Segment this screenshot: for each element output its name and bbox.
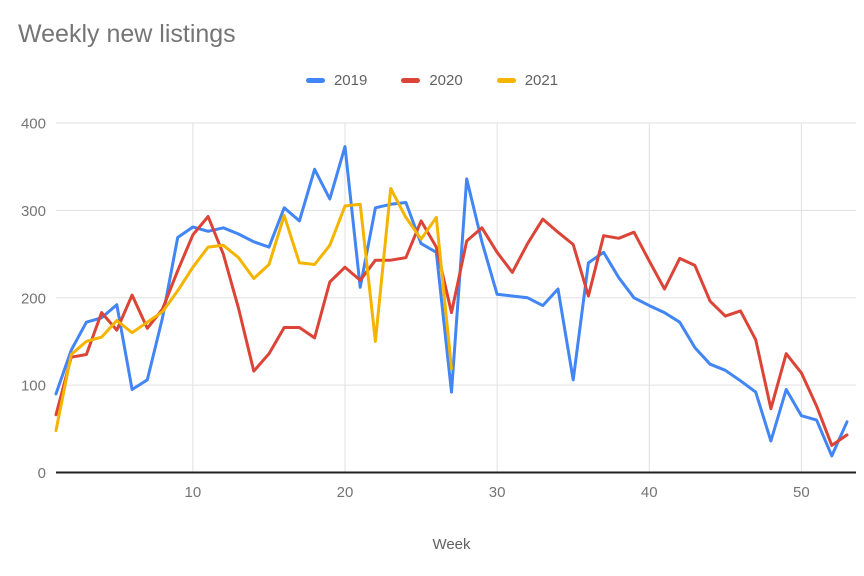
legend-item-2019[interactable]: 2019 [305, 71, 368, 89]
y-tick-label: 400 [21, 116, 46, 133]
x-tick-label: 20 [337, 484, 354, 501]
series-line-2019 [54, 145, 849, 458]
x-tick-label: 30 [489, 484, 506, 501]
chart-legend: 2019 2020 2021 [0, 68, 864, 92]
legend-swatch-2021-icon [496, 77, 516, 83]
legend-item-2021[interactable]: 2021 [496, 71, 559, 89]
y-tick-label: 300 [21, 203, 46, 220]
legend-swatch-2020-icon [401, 77, 421, 83]
legend-label-2021: 2021 [524, 71, 559, 89]
legend-item-2020[interactable]: 2020 [401, 71, 463, 89]
y-tick-label: 0 [38, 465, 46, 482]
x-tick-label: 40 [641, 484, 658, 501]
y-tick-label: 200 [21, 290, 46, 307]
x-axis-title: Week [432, 536, 471, 553]
series-line-2020 [54, 215, 849, 447]
legend-swatch-2019-icon [305, 77, 325, 83]
x-tick-label: 50 [793, 484, 810, 501]
chart-title: Weekly new listings [18, 20, 236, 48]
y-tick-label: 100 [21, 378, 46, 395]
legend-label-2019: 2019 [333, 71, 368, 89]
x-tick-label: 10 [185, 484, 202, 501]
legend-label-2020: 2020 [429, 71, 463, 89]
series-line-2021 [54, 187, 453, 433]
